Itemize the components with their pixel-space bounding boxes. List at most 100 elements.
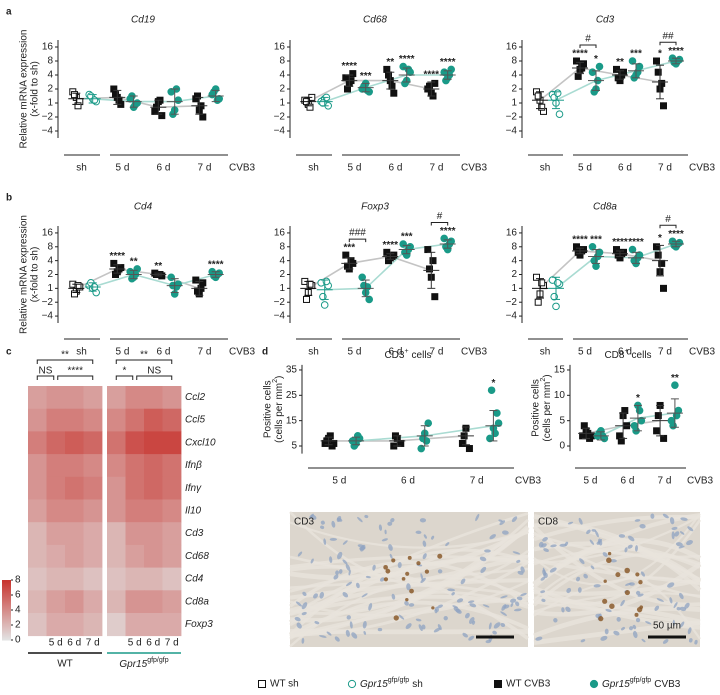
- nucleus: [589, 539, 595, 545]
- heat-cell: [46, 386, 66, 410]
- group-label-part: Gpr15: [119, 659, 147, 670]
- significance: **: [616, 57, 624, 68]
- heat-cell: [65, 476, 84, 500]
- nucleus: [377, 627, 383, 632]
- chart-title: Cd8a: [593, 202, 617, 213]
- nucleus: [686, 540, 693, 546]
- significance: *: [658, 233, 662, 244]
- nucleus: [604, 628, 609, 635]
- heat-cell: [28, 454, 47, 478]
- colorbar-step: [2, 600, 11, 603]
- heat-cell: [83, 613, 103, 637]
- nucleus: [482, 604, 490, 608]
- colorbar-step: [2, 588, 11, 591]
- y-axis-label: (cells per mm2): [272, 376, 284, 443]
- row-label: Cd68: [185, 551, 209, 562]
- nucleus: [625, 582, 632, 586]
- stained-cell: [416, 561, 421, 566]
- significance: ****: [440, 57, 456, 68]
- heat-cell: [65, 567, 84, 591]
- nucleus: [296, 622, 302, 629]
- significance: ****: [383, 240, 399, 251]
- heat-cell: [107, 454, 126, 478]
- nucleus: [542, 537, 548, 542]
- data-point: [172, 283, 181, 291]
- significance: ****: [612, 237, 628, 248]
- nucleus: [342, 592, 349, 598]
- heat-cell: [125, 567, 145, 591]
- heat-cell: [162, 408, 182, 432]
- x-tick-label: 7 d: [658, 347, 672, 358]
- nucleus: [541, 543, 547, 548]
- y-tick-label: −2: [506, 112, 518, 123]
- nucleus: [437, 624, 442, 631]
- bracket: [115, 375, 134, 380]
- nucleus: [336, 515, 342, 522]
- scale-label: 50 µm: [653, 621, 681, 632]
- nucleus: [635, 545, 638, 552]
- data-point: [588, 68, 597, 76]
- data-point: [635, 406, 644, 415]
- y-tick-label: 4: [47, 255, 53, 266]
- data-point: [350, 442, 359, 450]
- nucleus: [437, 604, 443, 609]
- significance: *: [658, 49, 662, 60]
- nucleus: [380, 577, 385, 582]
- data-point: [538, 103, 546, 111]
- bracket: [659, 224, 677, 229]
- nucleus: [455, 608, 462, 614]
- y-tick-label: 0: [559, 441, 565, 452]
- nucleus: [323, 538, 327, 546]
- nucleus: [654, 605, 660, 611]
- nucleus: [671, 531, 675, 540]
- nucleus: [467, 600, 475, 604]
- heat-cell: [83, 454, 103, 478]
- nucleus: [520, 592, 527, 597]
- colorbar-step: [2, 606, 11, 609]
- heat-cell: [28, 408, 47, 432]
- data-point: [654, 251, 662, 259]
- significance: *: [636, 393, 640, 404]
- bracket: [348, 238, 367, 243]
- stained-cell: [634, 612, 639, 617]
- nucleus: [543, 572, 548, 579]
- data-point: [194, 92, 201, 100]
- heat-cell: [162, 522, 182, 546]
- mean-trend: [539, 67, 661, 101]
- y-tick-label: 8: [47, 56, 53, 67]
- y-tick-label: −4: [506, 126, 518, 137]
- heat-cell: [144, 431, 163, 455]
- y-tick-label: 8: [47, 241, 53, 252]
- y-tick-label: 16: [274, 42, 286, 53]
- data-point: [534, 92, 542, 100]
- nucleus: [624, 547, 628, 553]
- nucleus: [595, 530, 599, 538]
- significance: **: [154, 261, 162, 272]
- fiber: [289, 580, 529, 617]
- chart-title-part: cells: [632, 350, 652, 361]
- nucleus: [434, 609, 438, 614]
- nucleus: [319, 591, 324, 599]
- legend-marker: [494, 680, 502, 688]
- data-point: [390, 89, 398, 97]
- nucleus: [605, 608, 612, 613]
- data-point: [654, 412, 662, 420]
- chart-title-part: +: [404, 348, 408, 355]
- nucleus: [564, 541, 569, 546]
- nucleus: [499, 520, 506, 526]
- data-point: [487, 386, 496, 395]
- heat-cell: [162, 613, 182, 637]
- nucleus: [329, 537, 338, 541]
- heat-cell: [107, 544, 126, 568]
- column-label: 5 d: [128, 638, 142, 649]
- nucleus: [398, 614, 405, 620]
- stained-cell: [424, 569, 430, 574]
- nucleus: [635, 617, 641, 623]
- nucleus: [493, 622, 501, 629]
- heat-cell: [46, 476, 66, 500]
- panel-label: b: [6, 193, 12, 204]
- nucleus: [561, 607, 565, 613]
- heat-cell: [125, 386, 145, 410]
- y-axis-label-part: (cells per mm: [542, 382, 553, 442]
- y-axis-label: Positive cells: [531, 379, 542, 437]
